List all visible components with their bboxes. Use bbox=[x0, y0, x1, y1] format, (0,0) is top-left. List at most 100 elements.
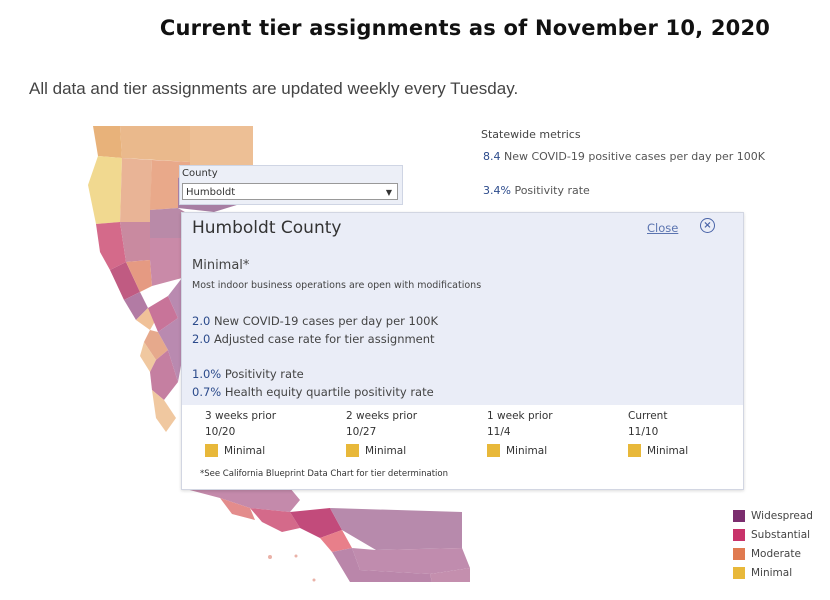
page-subtitle: All data and tier assignments are update… bbox=[29, 79, 519, 98]
history-date: 11/10 bbox=[628, 426, 659, 438]
stat-text: Health equity quartile positivity rate bbox=[224, 385, 434, 399]
county-filter-label: County bbox=[182, 168, 218, 179]
legend-label: Minimal bbox=[751, 566, 793, 579]
history-date: 10/27 bbox=[346, 426, 377, 438]
history-tier-label: Minimal bbox=[647, 444, 689, 457]
minimal-swatch bbox=[205, 444, 218, 457]
history-label: Current bbox=[628, 410, 668, 422]
close-icon[interactable]: × bbox=[700, 218, 715, 233]
map-county-sonoma[interactable] bbox=[110, 262, 140, 300]
county-stat-positivity: 1.0% Positivity rate bbox=[192, 367, 304, 381]
close-link[interactable]: Close bbox=[647, 221, 679, 235]
statewide-positivity-metric: 3.4% Positivity rate bbox=[483, 184, 590, 197]
map-county-humboldt[interactable] bbox=[88, 156, 122, 224]
county-stat-equity-positivity: 0.7% Health equity quartile positivity r… bbox=[192, 385, 434, 399]
map-county-del-norte[interactable] bbox=[93, 126, 122, 158]
stat-text: New COVID-19 cases per day per 100K bbox=[213, 314, 439, 328]
history-tier-label: Minimal bbox=[224, 444, 266, 457]
statewide-metrics-label: Statewide metrics bbox=[481, 128, 581, 141]
history-tier-label: Minimal bbox=[365, 444, 407, 457]
county-select-value: Humboldt bbox=[186, 187, 236, 198]
legend-item-widespread[interactable]: Widespread bbox=[733, 506, 813, 525]
map-county-santa-cruz[interactable] bbox=[140, 342, 156, 372]
stat-value: 0.7% bbox=[192, 385, 222, 399]
county-filter: County Humboldt ▼ bbox=[179, 165, 403, 205]
map-county-ventura[interactable] bbox=[250, 508, 300, 532]
map-county-san-diego[interactable] bbox=[332, 548, 432, 582]
statewide-cases-metric: 8.4 New COVID-19 positive cases per day … bbox=[483, 150, 765, 163]
map-county-monterey[interactable] bbox=[150, 350, 178, 400]
map-county-imperial[interactable] bbox=[430, 568, 470, 582]
legend-swatch bbox=[733, 566, 745, 579]
history-tier: Minimal bbox=[487, 444, 617, 457]
map-county-santa-barbara[interactable] bbox=[220, 498, 255, 520]
map-county-orange[interactable] bbox=[320, 530, 352, 552]
minimal-swatch bbox=[628, 444, 641, 457]
history-column: 2 weeks prior 10/27 Minimal bbox=[346, 410, 476, 457]
county-tier: Minimal* bbox=[192, 258, 250, 273]
county-detail-popup: Humboldt County Close × Minimal* Most in… bbox=[181, 212, 744, 490]
history-label: 2 weeks prior bbox=[346, 410, 418, 422]
history-tier: Minimal bbox=[346, 444, 476, 457]
map-county-tehama[interactable] bbox=[150, 208, 190, 238]
legend-swatch bbox=[733, 528, 745, 541]
legend-label: Widespread bbox=[751, 509, 813, 522]
stat-value: 2.0 bbox=[192, 314, 211, 328]
map-county-san-luis-obispo[interactable] bbox=[152, 390, 176, 432]
county-stat-cases: 2.0 New COVID-19 cases per day per 100K bbox=[192, 314, 438, 328]
tier-footnote: *See California Blueprint Data Chart for… bbox=[200, 469, 448, 479]
history-label: 3 weeks prior bbox=[205, 410, 277, 422]
map-county-marin[interactable] bbox=[124, 292, 148, 320]
minimal-swatch bbox=[346, 444, 359, 457]
tier-legend: Widespread Substantial Moderate Minimal bbox=[733, 506, 813, 582]
legend-label: Moderate bbox=[751, 547, 801, 560]
map-county-siskiyou[interactable] bbox=[120, 126, 190, 162]
legend-label: Substantial bbox=[751, 528, 811, 541]
county-stat-adjusted-rate: 2.0 Adjusted case rate for tier assignme… bbox=[192, 332, 435, 346]
county-tier-description: Most indoor business operations are open… bbox=[192, 280, 482, 291]
minimal-swatch bbox=[487, 444, 500, 457]
legend-item-moderate[interactable]: Moderate bbox=[733, 544, 813, 563]
statewide-positivity-value: 3.4% bbox=[483, 184, 511, 197]
history-column: 1 week prior 11/4 Minimal bbox=[487, 410, 617, 457]
map-county-modoc[interactable] bbox=[190, 126, 253, 170]
history-tier: Minimal bbox=[205, 444, 335, 457]
map-county-san-bernardino[interactable] bbox=[330, 508, 462, 550]
legend-item-minimal[interactable]: Minimal bbox=[733, 563, 813, 582]
map-island bbox=[294, 554, 298, 558]
map-county-alameda[interactable] bbox=[148, 296, 178, 332]
legend-item-substantial[interactable]: Substantial bbox=[733, 525, 813, 544]
stat-value: 1.0% bbox=[192, 367, 222, 381]
history-column: Current 11/10 Minimal bbox=[628, 410, 758, 457]
page-title: Current tier assignments as of November … bbox=[159, 16, 771, 40]
map-county-riverside[interactable] bbox=[352, 548, 470, 574]
legend-swatch bbox=[733, 547, 745, 560]
map-county-sacramento[interactable] bbox=[150, 238, 185, 286]
map-island bbox=[268, 555, 272, 559]
dropdown-arrow-icon[interactable]: ▼ bbox=[385, 188, 392, 197]
map-county-merced[interactable] bbox=[158, 278, 182, 382]
map-county-santa-clara[interactable] bbox=[144, 330, 168, 360]
history-tier: Minimal bbox=[628, 444, 758, 457]
statewide-cases-value: 8.4 bbox=[483, 150, 501, 163]
history-tier-label: Minimal bbox=[506, 444, 548, 457]
history-date: 10/20 bbox=[205, 426, 236, 438]
county-select[interactable]: Humboldt ▼ bbox=[182, 183, 398, 200]
map-island bbox=[312, 578, 316, 582]
stat-text: Positivity rate bbox=[224, 367, 304, 381]
map-county-trinity[interactable] bbox=[120, 158, 152, 222]
history-column: 3 weeks prior 10/20 Minimal bbox=[205, 410, 335, 457]
statewide-cases-text: New COVID-19 positive cases per day per … bbox=[504, 150, 765, 163]
history-date: 11/4 bbox=[487, 426, 511, 438]
map-county-napa[interactable] bbox=[126, 260, 152, 292]
map-county-los-angeles[interactable] bbox=[290, 508, 342, 538]
stat-value: 2.0 bbox=[192, 332, 211, 346]
history-label: 1 week prior bbox=[487, 410, 553, 422]
map-county-mendocino[interactable] bbox=[96, 222, 126, 270]
statewide-positivity-text: Positivity rate bbox=[514, 184, 590, 197]
county-detail-header bbox=[182, 213, 743, 405]
county-detail-title: Humboldt County bbox=[192, 218, 342, 238]
stat-text: Adjusted case rate for tier assignment bbox=[213, 332, 435, 346]
map-county-kern[interactable] bbox=[182, 488, 300, 512]
map-county-lake[interactable] bbox=[120, 222, 150, 262]
